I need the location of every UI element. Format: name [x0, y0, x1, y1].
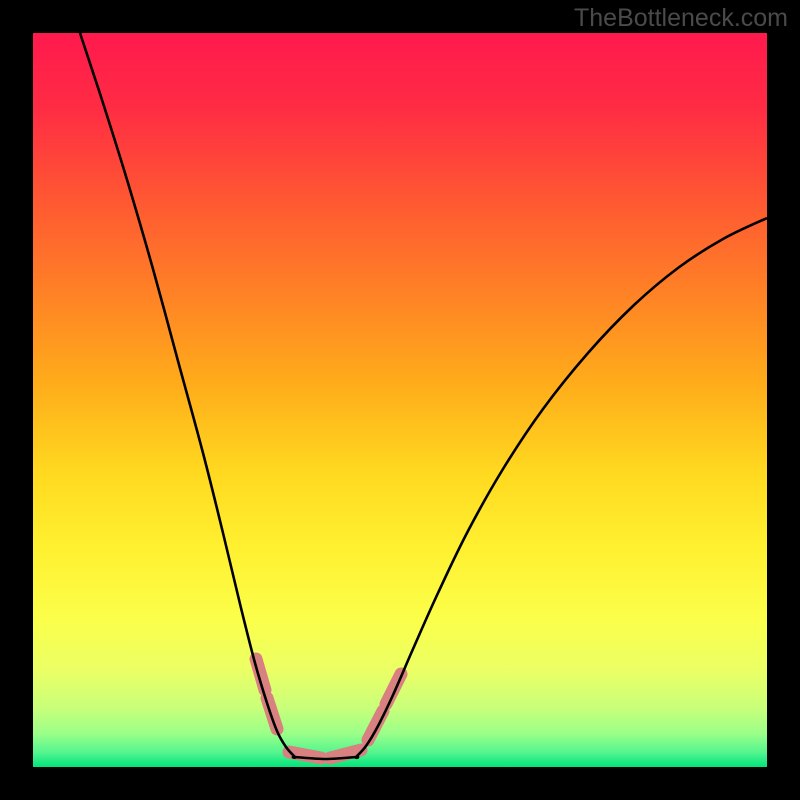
marker-dash: [368, 711, 383, 740]
marker-dash: [386, 674, 401, 704]
watermark-text: TheBottleneck.com: [574, 4, 788, 33]
chart-frame: TheBottleneck.com: [0, 0, 800, 800]
v-curve: [80, 33, 767, 759]
plot-area: [33, 33, 767, 767]
bottleneck-curve: [33, 33, 767, 767]
